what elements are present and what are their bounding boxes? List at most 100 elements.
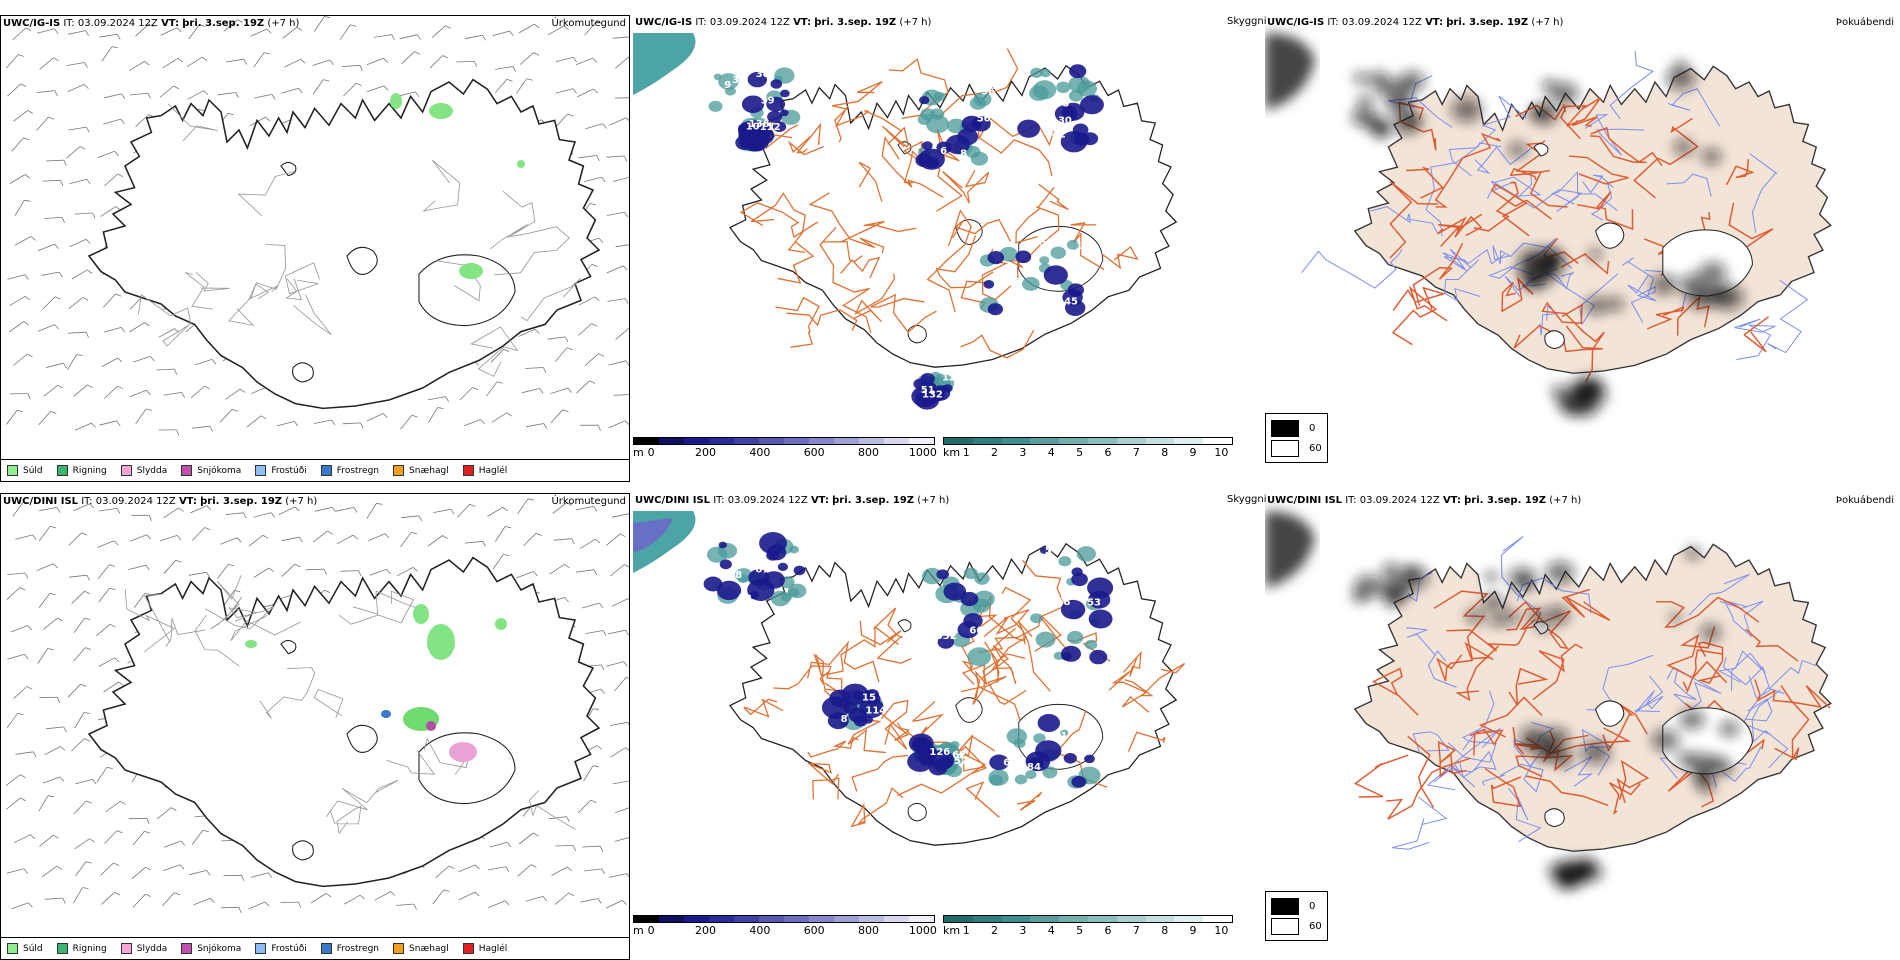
cloud-base-label: 1	[1076, 241, 1083, 252]
fog-legend: 0 60	[1265, 891, 1328, 941]
legend-item-slydda: Slydda	[121, 943, 167, 954]
panel-type-title: Þokuábendi	[1836, 495, 1894, 506]
cloud-base-label: 59	[761, 95, 775, 106]
cloud-base-label: 53	[1087, 598, 1101, 609]
visibility-tick: 5	[1076, 924, 1083, 937]
cloud-base-label: 55	[1040, 237, 1054, 248]
cloud-base-label: 42	[1052, 130, 1066, 141]
precip-type-panel: UWC/IG-IS IT: 03.09.2024 12Z VT: þri. 3.…	[0, 15, 630, 482]
precip-patch	[429, 103, 453, 119]
skyggni-label: Skyggni	[1227, 494, 1267, 505]
legend-item-súld: Súld	[7, 465, 43, 476]
cloud-base-label: 114	[865, 705, 886, 716]
cloud-base-label: 67	[755, 565, 769, 576]
visibility-tick: 8	[1161, 446, 1168, 459]
cloud-base-label: 50	[1022, 262, 1036, 273]
precip-patch	[381, 710, 391, 718]
visibility-tick: 7	[1133, 446, 1140, 459]
legend-swatch	[121, 465, 132, 476]
ceiling-tick: 600	[804, 924, 825, 937]
precip-patch	[517, 160, 525, 168]
legend-item-rigning: Rigning	[57, 943, 107, 954]
panel-title: UWC/DINI ISL IT: 03.09.2024 12Z VT: þri.…	[1267, 495, 1581, 506]
ceiling-tick: 1000	[909, 924, 937, 937]
legend-item-snæhagl: Snæhagl	[393, 943, 449, 954]
visibility-tick: 1	[963, 446, 970, 459]
precip-patch	[449, 742, 477, 762]
ceiling-tick: 0	[648, 446, 655, 459]
cloud-base-label: 8	[960, 148, 967, 159]
cloud-base-label: 51	[1054, 731, 1068, 742]
visibility-tick: 5	[1076, 446, 1083, 459]
legend-item-frostregn: Frostregn	[321, 943, 379, 954]
cloud-base-label: 332	[936, 631, 957, 642]
legend-swatch	[321, 465, 332, 476]
precip-patch	[245, 640, 257, 648]
cloud-base-label: 150	[1035, 114, 1056, 125]
cloud-base-label: 9	[724, 80, 731, 91]
legend-swatch	[463, 943, 474, 954]
precip-patch	[426, 721, 436, 731]
legend-item-frostúði: Frostúði	[255, 943, 306, 954]
visibility-tick: 10	[1214, 924, 1228, 937]
legend-item-snæhagl: Snæhagl	[393, 465, 449, 476]
ceiling-tick: 0	[648, 924, 655, 937]
ceiling-tick: 1000	[909, 446, 937, 459]
ceiling-visibility-map: 3856784551105961301126136956425513211238…	[633, 15, 1233, 480]
legend-swatch	[393, 465, 404, 476]
visibility-colorbar	[943, 915, 1233, 923]
cloud-base-label: 15	[862, 692, 876, 703]
visibility-tick: 6	[1104, 446, 1111, 459]
visibility-tick: 3	[1019, 446, 1026, 459]
cloud-base-label: 48	[728, 570, 742, 581]
cloud-base-label: 45	[1064, 296, 1078, 307]
cloud-base-label: 84	[1027, 762, 1041, 773]
cloud-base-label: 68	[1057, 597, 1071, 608]
fog-legend-item: 60	[1271, 438, 1322, 458]
legend-item-frostúði: Frostúði	[255, 465, 306, 476]
ceiling-tick: 800	[858, 924, 879, 937]
fog-index-map	[1265, 493, 1897, 958]
fog-swatch	[1271, 918, 1299, 935]
cloud-base-label: 67	[1003, 758, 1017, 769]
fog-swatch	[1271, 440, 1299, 457]
precip-type-legend: Súld Rigning Slydda Snjókoma Frostúði Fr…	[1, 937, 629, 959]
legend-swatch	[255, 943, 266, 954]
legend-swatch	[255, 465, 266, 476]
legend-item-frostregn: Frostregn	[321, 465, 379, 476]
visibility-tick: 9	[1190, 924, 1197, 937]
legend-swatch	[463, 465, 474, 476]
visibility-tick: 10	[1214, 446, 1228, 459]
legend-swatch	[321, 943, 332, 954]
legend-swatch	[181, 465, 192, 476]
visibility-tick: 7	[1133, 924, 1140, 937]
fog-legend-item: 60	[1271, 916, 1322, 936]
panel-title: UWC/IG-IS IT: 03.09.2024 12Z VT: þri. 3.…	[3, 18, 299, 29]
fog-legend-item: 0	[1271, 896, 1322, 916]
panel-type-title: Úrkomutegund	[551, 18, 626, 29]
fog-legend-item: 0	[1271, 418, 1322, 438]
cloud-base-label: 56	[977, 114, 991, 125]
visibility-colorbar	[943, 437, 1233, 445]
visibility-tick: 8	[1161, 924, 1168, 937]
panel-title: UWC/IG-IS IT: 03.09.2024 12Z VT: þri. 3.…	[1267, 17, 1563, 28]
fog-swatch	[1271, 898, 1299, 915]
fog-index-panel: UWC/DINI ISL IT: 03.09.2024 12Z VT: þri.…	[1265, 493, 1897, 958]
legend-swatch	[121, 943, 132, 954]
ceiling-colorbar	[633, 915, 935, 923]
fog-index-panel: UWC/IG-IS IT: 03.09.2024 12Z VT: þri. 3.…	[1265, 15, 1897, 480]
legend-item-haglél: Haglél	[463, 465, 508, 476]
legend-swatch	[393, 943, 404, 954]
legend-item-rigning: Rigning	[57, 465, 107, 476]
visibility-tick: 6	[1104, 924, 1111, 937]
precip-patch	[459, 263, 483, 279]
ceiling-tick: 400	[749, 924, 770, 937]
cloud-base-label: 88	[987, 580, 1001, 591]
visibility-tick: 4	[1048, 446, 1055, 459]
cloud-base-label: 112	[760, 122, 781, 133]
precip-patch	[495, 618, 507, 630]
precip-patch	[413, 604, 429, 624]
